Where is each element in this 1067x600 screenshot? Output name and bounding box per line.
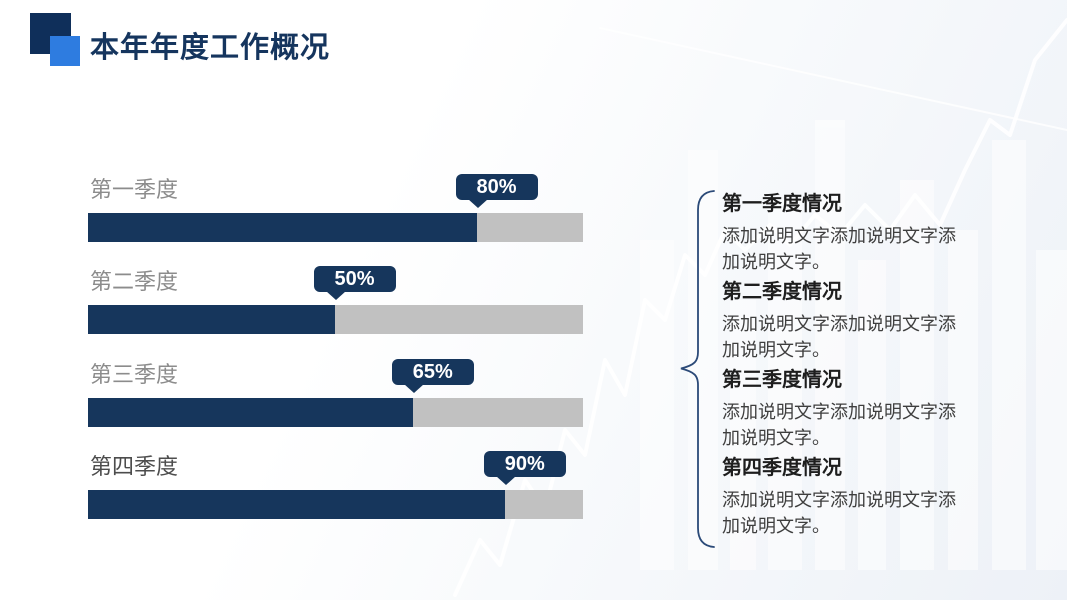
detail-heading: 第四季度情况 [722,457,842,479]
bar-category-label: 第一季度 [90,177,179,202]
value-badge-tail-icon [325,291,346,301]
detail-heading: 第二季度情况 [722,281,842,303]
detail-heading: 第三季度情况 [722,369,842,391]
bar-fill [88,489,505,519]
skyline-bars [640,120,1067,570]
detail-body: 添加说明文字添加说明文字添加说明文字。 [722,490,956,536]
bar-category-label: 第四季度 [90,453,179,479]
bar-fill [88,305,335,335]
bar-fill [88,397,413,427]
detail-block: 第四季度情况 添加说明文字添加说明文字添加说明文字。 [722,456,962,539]
bar-track [88,397,583,427]
value-badge: 65% [391,358,474,385]
detail-block: 第二季度情况 添加说明文字添加说明文字添加说明文字。 [722,280,962,363]
bar-category-label: 第三季度 [90,361,179,387]
value-badge-tail-icon [403,383,424,393]
title-accent-square-light [50,36,80,66]
bar-fill [88,213,477,242]
bar-track [88,305,583,335]
detail-block: 第三季度情况 添加说明文字添加说明文字添加说明文字。 [722,368,962,451]
detail-body: 添加说明文字添加说明文字添加说明文字。 [722,402,956,448]
detail-heading: 第一季度情况 [722,193,842,215]
bar-track [88,213,583,242]
bar-track [88,489,583,519]
value-badge: 80% [455,174,538,200]
value-badge-tail-icon [495,475,516,485]
page-title: 本年年度工作概况 [90,32,331,64]
brace-connector [680,190,715,548]
detail-body: 添加说明文字添加说明文字添加说明文字。 [722,314,956,360]
detail-body: 添加说明文字添加说明文字添加说明文字。 [722,226,956,272]
value-badge: 90% [483,450,566,477]
bar-category-label: 第二季度 [90,269,179,295]
detail-block: 第一季度情况 添加说明文字添加说明文字添加说明文字。 [722,192,962,275]
value-badge: 50% [313,266,396,293]
value-badge-tail-icon [467,199,488,208]
